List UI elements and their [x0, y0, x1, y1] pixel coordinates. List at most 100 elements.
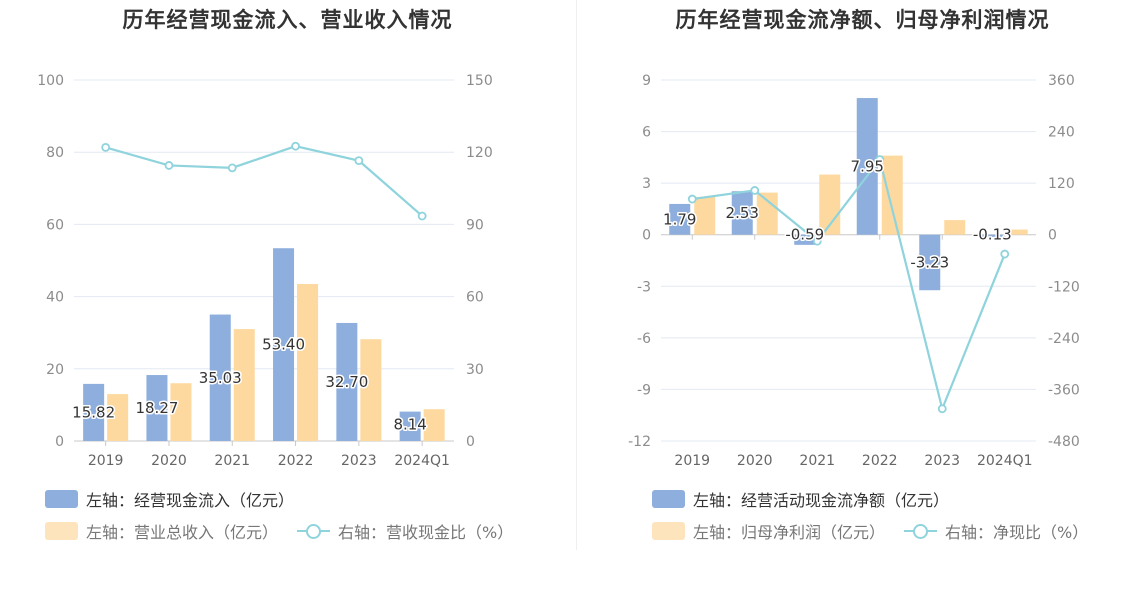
bar-2024Q1: [423, 409, 445, 441]
x-axis-tick-label: 2024Q1: [394, 453, 450, 469]
left-axis-tick-label: 80: [46, 145, 64, 161]
data-label-2021: -0.59: [785, 226, 824, 244]
line-point-2021: [227, 163, 237, 173]
data-label-2024Q1: 8.14: [393, 416, 426, 434]
x-axis-tick-label: 2023: [924, 453, 960, 469]
line-point-2019: [101, 142, 111, 152]
right-axis-tick-label: -480: [1048, 434, 1080, 450]
bar-2019: [669, 203, 691, 235]
x-axis-tick-label: 2022: [278, 453, 314, 469]
chart-title: 历年经营现金流入、营业收入情况: [122, 8, 453, 32]
data-label-2022: 53.40: [262, 336, 305, 354]
bar-2022: [856, 98, 878, 235]
legend-line-swatch: [297, 522, 330, 540]
right-axis-tick-label: 150: [466, 73, 493, 89]
legend-item-ratio[interactable]: 右轴：营收现金比（%）: [297, 519, 513, 543]
left-axis-tick-label: -9: [637, 382, 651, 398]
bar-2019: [107, 394, 129, 441]
bar-2020: [731, 191, 753, 235]
legend-item-net-cashflow[interactable]: 左轴：经营活动现金流净额（亿元）: [652, 487, 949, 511]
data-label-2019: 15.82: [72, 403, 115, 421]
left-axis-tick-label: 9: [642, 73, 651, 89]
x-axis-tick-label: 2023: [341, 453, 377, 469]
left-axis-tick-label: 20: [46, 362, 64, 378]
data-label-2022: 7.95: [851, 157, 884, 175]
line-point-2022: [875, 155, 885, 164]
legend-item-net-ratio[interactable]: 右轴：净现比（%）: [904, 519, 1088, 543]
ratio-line: [692, 157, 1006, 413]
net-cashflow-profit-chart: 历年经营现金流净额、归母净利润情况 -12 -480 -9 -360 -6 -240 -3-…: [577, 0, 1148, 589]
data-label-2021: 35.03: [199, 369, 242, 387]
left-axis-tick-label: -12: [628, 434, 651, 450]
line-point-2023: [937, 404, 947, 414]
legend-label: 右轴：净现比（%）: [945, 523, 1089, 542]
legend-item-revenue[interactable]: 左轴：营业总收入（亿元）: [45, 519, 278, 543]
bar-2023: [944, 220, 966, 235]
left-axis-tick-label: 6: [642, 125, 651, 141]
legend-label: 左轴：营业总收入（亿元）: [86, 523, 279, 542]
legend-label: 左轴：归母净利润（亿元）: [693, 523, 886, 542]
bar-2019: [83, 383, 105, 441]
ratio-line: [105, 145, 423, 217]
line-point-2021: [812, 236, 822, 246]
panel-divider: [576, 0, 577, 550]
bar-2023: [919, 234, 941, 291]
chart-plot: -12 -480 -9 -360 -6 -240 -3 -120 0 0 3 120 6 240 9 360 2…: [628, 73, 1080, 469]
data-label-2023: -3.23: [910, 253, 949, 271]
right-axis-tick-label: 0: [466, 434, 475, 450]
bar-2022: [297, 283, 319, 441]
line-point-2024Q1: [417, 211, 427, 221]
bar-2024Q1: [399, 411, 421, 441]
line-point-2019: [687, 194, 697, 204]
legend-item-cash-inflow[interactable]: 左轴：经营现金流入（亿元）: [45, 487, 294, 511]
bar-2020: [146, 375, 168, 441]
left-axis-tick-label: -6: [637, 331, 651, 347]
right-axis-tick-label: -360: [1048, 382, 1080, 398]
data-label-2019: 1.79: [663, 210, 696, 228]
x-axis-tick-label: 2024Q1: [977, 453, 1033, 469]
bar-2021: [794, 234, 816, 245]
bar-2020: [756, 192, 778, 235]
line-point-2020: [750, 186, 760, 195]
left-axis-tick-label: 60: [46, 217, 64, 233]
x-axis-tick-label: 2019: [88, 453, 124, 469]
right-axis-tick-label: 60: [466, 290, 484, 306]
data-label-2020: 18.27: [135, 399, 178, 417]
x-axis-tick-label: 2021: [214, 453, 250, 469]
x-axis-tick-label: 2020: [737, 453, 773, 469]
bar-2024Q1: [1006, 229, 1028, 235]
right-axis-tick-label: 90: [466, 217, 484, 233]
right-axis-tick-label: 120: [1048, 176, 1075, 192]
x-axis-tick-label: 2019: [674, 453, 710, 469]
left-axis-tick-label: 40: [46, 290, 64, 306]
bar-2022: [273, 248, 295, 441]
bar-2023: [336, 322, 358, 441]
chart-title: 历年经营现金流净额、归母净利润情况: [675, 8, 1050, 32]
right-axis-tick-label: 120: [466, 145, 493, 161]
right-axis-tick-label: -120: [1048, 279, 1080, 295]
left-axis-tick-label: 0: [55, 434, 64, 450]
data-label-2020: 2.53: [726, 204, 759, 222]
bar-2020: [170, 383, 192, 441]
left-axis-tick-label: -3: [637, 279, 651, 295]
bar-2019: [694, 196, 716, 235]
x-axis-tick-label: 2020: [151, 453, 187, 469]
right-axis-tick-label: 0: [1048, 228, 1057, 244]
right-axis-tick-label: 240: [1048, 125, 1075, 141]
legend-label: 左轴：经营现金流入（亿元）: [86, 491, 295, 510]
legend-item-net-profit[interactable]: 左轴：归母净利润（亿元）: [652, 519, 885, 543]
line-point-2023: [354, 156, 364, 166]
legend-swatch: [652, 490, 685, 508]
bar-2021: [209, 314, 231, 441]
legend-label: 左轴：经营活动现金流净额（亿元）: [693, 491, 950, 510]
bar-2024Q1: [981, 234, 1003, 237]
left-axis-tick-label: 3: [642, 176, 651, 192]
cash-inflow-revenue-chart: 历年经营现金流入、营业收入情况 0 0 20 30 40 60 60 90 80 120 100 15…: [37, 8, 513, 543]
x-axis-tick-label: 2021: [799, 453, 835, 469]
line-point-2020: [164, 161, 174, 170]
x-axis-tick-label: 2022: [862, 453, 898, 469]
legend-swatch: [652, 522, 685, 540]
legend-swatch: [45, 490, 78, 508]
bar-2022: [881, 155, 903, 235]
data-label-2024Q1: -0.13: [973, 226, 1012, 244]
